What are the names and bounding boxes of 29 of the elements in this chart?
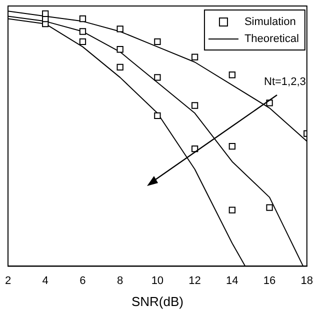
point bbox=[228, 206, 236, 214]
x-tick-label: 14 bbox=[226, 274, 238, 287]
x-tick-label: 4 bbox=[42, 274, 48, 287]
x-tick-label: 6 bbox=[80, 274, 86, 287]
point bbox=[79, 38, 86, 46]
point bbox=[116, 46, 124, 53]
legend-label: Simulation bbox=[244, 16, 296, 28]
point bbox=[79, 15, 86, 22]
legend-label: Theoretical bbox=[244, 33, 299, 46]
point bbox=[191, 102, 198, 109]
point bbox=[116, 26, 124, 32]
x-tick-label: 12 bbox=[188, 274, 201, 287]
x-tick-label: 18 bbox=[300, 274, 314, 287]
x-axis-title: SNR(dB) bbox=[131, 294, 184, 309]
x-tick-label: 16 bbox=[263, 274, 276, 287]
annotation: Nt=1,2,3 bbox=[264, 76, 306, 88]
point bbox=[116, 64, 124, 71]
point bbox=[266, 204, 273, 211]
point bbox=[154, 112, 161, 120]
x-tick-label: 10 bbox=[151, 274, 164, 287]
x-tick-label: 8 bbox=[117, 274, 124, 287]
point bbox=[154, 38, 161, 46]
point bbox=[228, 142, 236, 150]
point bbox=[42, 10, 49, 17]
x-tick-label: 2 bbox=[4, 274, 12, 287]
point bbox=[79, 28, 86, 35]
point bbox=[228, 72, 236, 78]
point bbox=[154, 74, 161, 81]
point bbox=[191, 54, 198, 60]
